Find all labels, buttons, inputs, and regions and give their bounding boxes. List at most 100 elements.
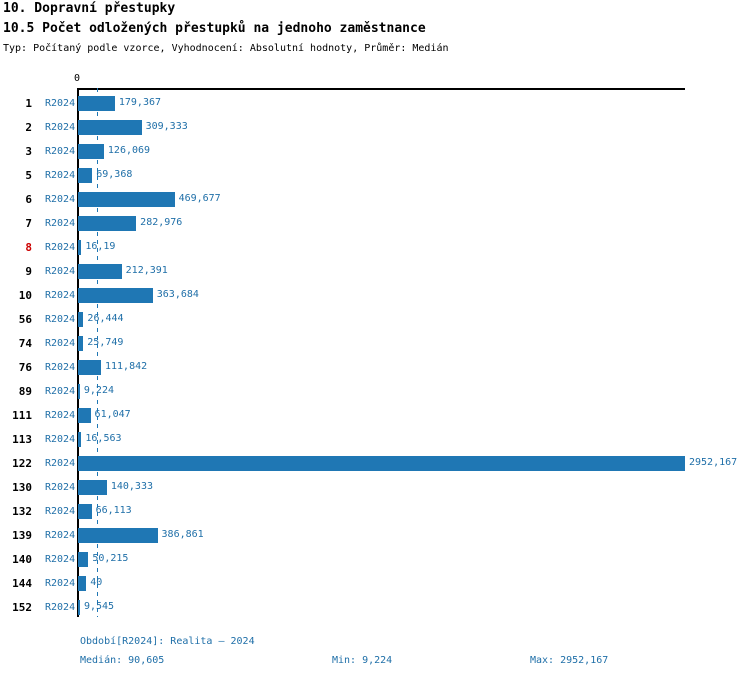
- bar-row: 139 R2024 386,861: [0, 524, 750, 548]
- row-series-label: R2024: [45, 410, 76, 421]
- stat-min: Min: 9,224: [332, 655, 393, 666]
- row-rank-label: 140: [12, 553, 32, 566]
- bar-row: 122 R2024 2952,167: [0, 452, 750, 476]
- row-rank-label: 130: [12, 481, 32, 494]
- bar-value-label: 61,047: [94, 409, 131, 420]
- row-series-label: R2024: [45, 194, 76, 205]
- row-rank-label: 122: [12, 457, 32, 470]
- bar-row: 6 R2024 469,677: [0, 188, 750, 212]
- bar-row: 8 R2024 16,19: [0, 236, 750, 260]
- bar-row: 132 R2024 66,113: [0, 500, 750, 524]
- bar: [78, 336, 84, 351]
- bar-value-label: 126,069: [107, 145, 151, 156]
- row-rank-label: 3: [25, 145, 32, 158]
- bar-value-label: 66,113: [95, 505, 132, 516]
- bar-value-label: 40: [90, 577, 103, 588]
- bar: [78, 360, 101, 375]
- bar-value-label: 25,749: [87, 337, 124, 348]
- row-series-label: R2024: [45, 554, 76, 565]
- bar-value-label: 111,842: [104, 361, 148, 372]
- row-series-label: R2024: [45, 578, 76, 589]
- row-series-label: R2024: [45, 482, 76, 493]
- bar-row: 74 R2024 25,749: [0, 332, 750, 356]
- bar: [78, 240, 82, 255]
- row-rank-label: 111: [12, 409, 32, 422]
- bar: [78, 480, 107, 495]
- chart-title: 10.5 Počet odložených přestupků na jedno…: [3, 21, 426, 36]
- bar: [78, 168, 93, 183]
- row-rank-label: 74: [18, 337, 32, 350]
- bar-row: 89 R2024 9,224: [0, 380, 750, 404]
- row-series-label: R2024: [45, 290, 76, 301]
- bar-row: 76 R2024 111,842: [0, 356, 750, 380]
- stat-median: Medián: 90,605: [80, 655, 165, 666]
- row-rank-label: 89: [18, 385, 32, 398]
- bar: [78, 456, 685, 471]
- bar-value-label: 9,545: [83, 601, 115, 612]
- bar-row: 2 R2024 309,333: [0, 116, 750, 140]
- row-series-label: R2024: [45, 266, 76, 277]
- row-rank-label: 56: [18, 313, 32, 326]
- bar-value-label: 282,976: [140, 217, 183, 228]
- bar: [78, 408, 91, 423]
- bar: [78, 432, 82, 447]
- bar-value-label: 212,391: [125, 265, 168, 276]
- bar-value-label: 50,215: [92, 553, 129, 564]
- page-title: 10. Dopravní přestupky: [3, 1, 176, 16]
- bar: [78, 576, 87, 591]
- axis-top-line: [78, 88, 685, 90]
- bar-value-label: 179,367: [118, 97, 162, 108]
- axis-zero-label: 0: [74, 73, 81, 84]
- bar-value-label: 2952,167: [689, 457, 738, 468]
- row-series-label: R2024: [45, 242, 76, 253]
- bar-value-label: 140,333: [110, 481, 153, 492]
- bar-row: 1 R2024 179,367: [0, 92, 750, 116]
- row-rank-label: 10: [18, 289, 32, 302]
- bar: [78, 264, 122, 279]
- row-rank-label: 76: [18, 361, 32, 374]
- bar-row: 5 R2024 69,368: [0, 164, 750, 188]
- row-rank-label: 9: [25, 265, 32, 278]
- row-series-label: R2024: [45, 218, 76, 229]
- chart-meta-line: Typ: Počítaný podle vzorce, Vyhodnocení:…: [3, 43, 449, 54]
- bar: [78, 216, 137, 231]
- row-series-label: R2024: [45, 506, 76, 517]
- bar: [78, 288, 153, 303]
- row-rank-label: 7: [25, 217, 32, 230]
- stat-max: Max: 2952,167: [530, 655, 609, 666]
- row-rank-label: 132: [12, 505, 32, 518]
- bar-row: 113 R2024 16,563: [0, 428, 750, 452]
- legend-period: Období[R2024]: Realita – 2024: [80, 636, 255, 647]
- bar: [78, 504, 92, 519]
- row-series-label: R2024: [45, 530, 76, 541]
- row-rank-label: 139: [12, 529, 32, 542]
- bar: [78, 120, 142, 135]
- bar-row: 3 R2024 126,069: [0, 140, 750, 164]
- row-rank-label: 144: [12, 577, 32, 590]
- bar: [78, 384, 80, 399]
- bar: [78, 312, 84, 327]
- bar-value-label: 363,684: [156, 289, 199, 300]
- row-series-label: R2024: [45, 458, 76, 469]
- bar-row: 7 R2024 282,976: [0, 212, 750, 236]
- bar: [78, 528, 158, 543]
- row-rank-label: 5: [25, 169, 32, 182]
- row-rank-label: 1: [25, 97, 32, 110]
- bar-row: 140 R2024 50,215: [0, 548, 750, 572]
- bar-value-label: 309,333: [145, 121, 188, 132]
- row-series-label: R2024: [45, 386, 76, 397]
- row-series-label: R2024: [45, 98, 76, 109]
- bar-value-label: 9,224: [83, 385, 114, 396]
- bar-value-label: 69,368: [96, 169, 133, 180]
- bar-row: 111 R2024 61,047: [0, 404, 750, 428]
- bar-value-label: 16,563: [85, 433, 122, 444]
- row-series-label: R2024: [45, 146, 76, 157]
- bar-row: 56 R2024 26,444: [0, 308, 750, 332]
- axis-zero-line: [77, 88, 79, 617]
- bar-value-label: 16,19: [85, 241, 116, 252]
- bar: [78, 552, 89, 567]
- row-series-label: R2024: [45, 314, 76, 325]
- bar-row: 9 R2024 212,391: [0, 260, 750, 284]
